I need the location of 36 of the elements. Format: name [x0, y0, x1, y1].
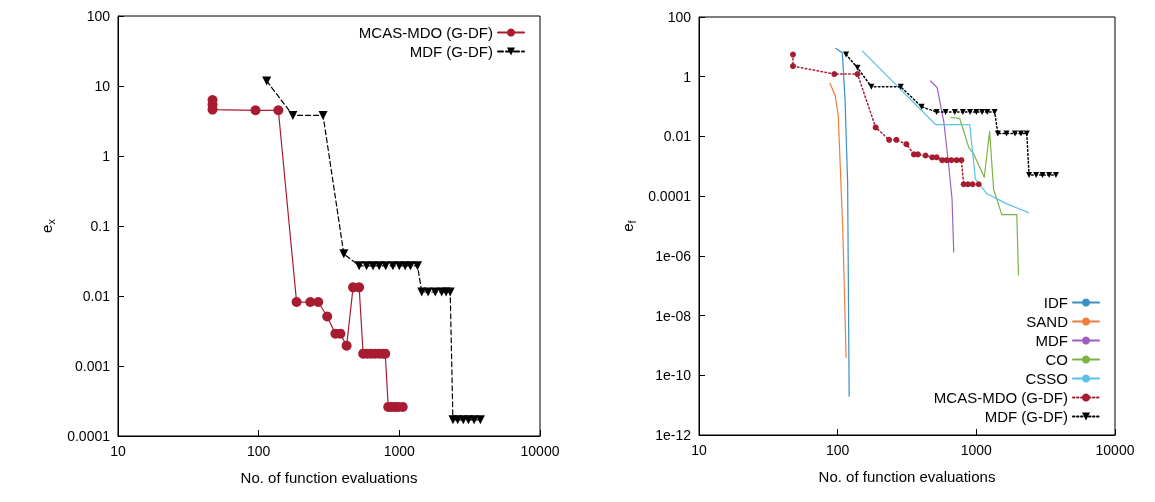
legend-label: MDF (G-DF) [409, 43, 493, 60]
x-tick-label: 10 [691, 442, 707, 458]
x-tick-label: 100 [825, 442, 850, 458]
x-tick-label: 100 [246, 443, 271, 459]
y-axis-title: ex [38, 218, 57, 233]
y-tick-label: 100 [86, 8, 111, 24]
legend-label: MDF [1035, 332, 1068, 349]
legend-label: IDF [1043, 294, 1068, 311]
y-tick-label: 0.0001 [67, 428, 111, 444]
legend-label: MDF (G-DF) [984, 408, 1068, 425]
y-tick-label: 1 [102, 148, 111, 164]
y-tick-label: 1 [683, 68, 692, 85]
x-tick-label: 10 [110, 443, 126, 459]
y-axis-title: ef [619, 219, 638, 232]
x-axis-title: No. of function evaluations [240, 469, 418, 486]
y-tick-label: 0.01 [663, 128, 692, 145]
legend-label: CO [1045, 351, 1068, 368]
x-tick-label: 10000 [1095, 442, 1135, 458]
x-axis-title: No. of function evaluations [818, 468, 996, 485]
legend-label: CSSO [1025, 370, 1068, 387]
x-tick-label: 10000 [520, 443, 560, 459]
legend-label: MCAS-MDO (G-DF) [358, 24, 493, 41]
y-tick-label: 0.001 [74, 358, 111, 374]
x-tick-label: 1000 [383, 443, 416, 459]
y-tick-label: 10 [94, 78, 111, 94]
legend-label: MCAS-MDO (G-DF) [933, 389, 1068, 406]
legend-label: SAND [1026, 313, 1069, 330]
y-tick-label: 0.1 [90, 218, 111, 234]
y-tick-label: 0.0001 [648, 188, 692, 205]
y-tick-label: 1e-06 [655, 247, 692, 264]
y-tick-label: 100 [667, 9, 692, 25]
x-tick-label: 1000 [960, 442, 993, 458]
y-tick-label: 0.01 [82, 288, 111, 304]
y-tick-label: 1e-08 [655, 307, 692, 324]
y-tick-label: 1e-10 [655, 367, 692, 384]
y-tick-label: 1e-12 [655, 427, 692, 443]
